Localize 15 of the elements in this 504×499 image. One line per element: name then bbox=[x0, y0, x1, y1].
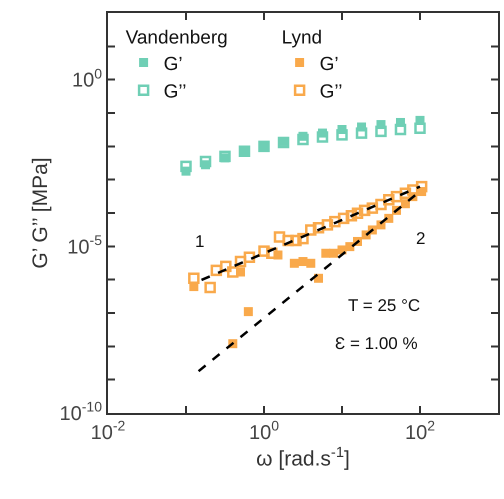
annotation: Ɛ = 1.00 % bbox=[335, 334, 418, 353]
legend-label: G’ bbox=[164, 54, 183, 75]
y-tick-label: 10$^{0}$ bbox=[72, 65, 102, 92]
annotation: 2 bbox=[416, 229, 426, 248]
legend-label: G’ bbox=[320, 54, 339, 75]
text: Vandenberg Lynd bbox=[126, 28, 322, 49]
y-axis-title: G’ G’’ [MPa] bbox=[29, 157, 52, 269]
y-tick-label: 10$^{-5}$ bbox=[67, 232, 102, 258]
annotation: T = 25 °C bbox=[348, 296, 420, 315]
annotation: 1 bbox=[195, 232, 204, 251]
x-axis-title: ω [rad.s$^{-1}$] bbox=[256, 444, 350, 471]
x-tick-label: 10$^{0}$ bbox=[248, 418, 280, 444]
legend-label: G’’ bbox=[164, 82, 186, 103]
legend-label: G’’ bbox=[320, 82, 342, 103]
x-tick-label: 10$^{2}$ bbox=[404, 418, 436, 444]
